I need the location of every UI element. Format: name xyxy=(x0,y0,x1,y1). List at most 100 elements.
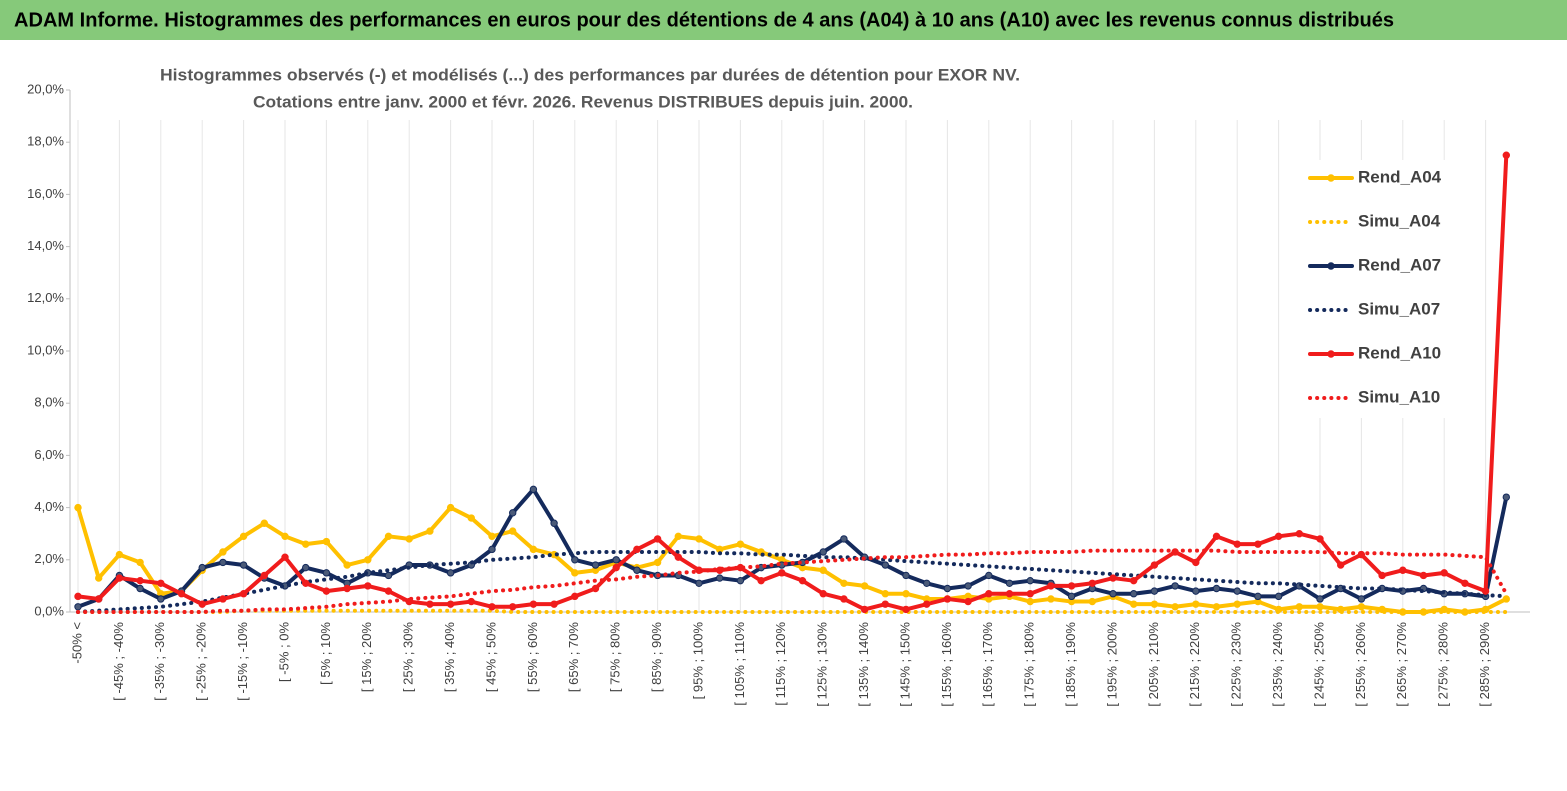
point xyxy=(198,563,206,572)
x-tick-label: [ 155% ; 160% xyxy=(939,622,954,707)
point xyxy=(281,532,289,541)
point xyxy=(612,556,620,564)
point xyxy=(964,582,972,590)
point xyxy=(1150,561,1159,569)
point xyxy=(881,561,889,569)
point xyxy=(633,545,641,554)
point xyxy=(633,566,641,574)
point xyxy=(74,603,82,611)
point xyxy=(985,590,993,598)
point xyxy=(219,548,227,556)
point xyxy=(1171,582,1179,590)
point xyxy=(384,587,393,595)
point xyxy=(239,590,248,598)
point xyxy=(571,592,579,601)
point xyxy=(1316,595,1324,603)
point xyxy=(529,545,538,554)
point xyxy=(74,503,82,512)
point xyxy=(115,550,124,559)
y-tick-label: 0,0% xyxy=(34,603,64,618)
y-tick-label: 4,0% xyxy=(34,499,64,514)
x-tick-label: [ -15% ; -10% xyxy=(235,622,250,701)
point xyxy=(405,535,413,543)
point xyxy=(840,595,848,603)
header-bar xyxy=(0,0,1567,40)
legend-label: Simu_A10 xyxy=(1358,387,1440,406)
x-tick-label: [ 145% ; 150% xyxy=(897,622,912,707)
point xyxy=(1233,540,1241,548)
point xyxy=(550,600,558,608)
point xyxy=(902,605,910,614)
point xyxy=(695,579,703,587)
x-tick-label: [ 275% ; 280% xyxy=(1436,622,1451,707)
point xyxy=(840,579,848,587)
y-tick-label: 8,0% xyxy=(34,395,64,410)
point xyxy=(488,603,496,611)
point xyxy=(509,509,517,517)
point xyxy=(1212,584,1221,593)
header-title: ADAM Informe. Histogrammes des performan… xyxy=(14,9,1394,31)
point xyxy=(384,571,393,580)
point xyxy=(1378,571,1386,580)
legend-marker xyxy=(1327,350,1335,358)
plot: -50% < [ -45% ; -40% [ -35% ; -30% [ -25% ;… xyxy=(27,81,1530,707)
point xyxy=(1316,603,1324,611)
legend-label: Simu_A07 xyxy=(1358,299,1440,318)
point xyxy=(1192,558,1200,567)
point xyxy=(1295,603,1304,611)
point xyxy=(74,592,82,601)
point xyxy=(467,514,475,522)
point xyxy=(529,485,538,494)
point xyxy=(446,600,455,608)
point xyxy=(1440,569,1448,577)
point xyxy=(1212,603,1221,611)
point xyxy=(860,582,869,590)
point xyxy=(95,595,103,603)
x-tick-label: [ 235% ; 240% xyxy=(1270,622,1285,707)
point xyxy=(198,600,206,608)
x-tick-label: [ -5% ; 0% xyxy=(276,622,291,682)
point xyxy=(1502,151,1511,159)
x-tick-label: [ 105% ; 110% xyxy=(732,622,747,706)
point xyxy=(923,600,931,608)
legend-marker xyxy=(1327,174,1335,182)
legend-label: Rend_A04 xyxy=(1358,167,1442,186)
x-tick-label: [ 85% ; 90% xyxy=(649,622,664,693)
point xyxy=(1150,600,1159,608)
point xyxy=(488,532,496,541)
point xyxy=(115,574,124,582)
point xyxy=(819,590,827,598)
point xyxy=(881,600,889,608)
point xyxy=(1047,595,1055,603)
point xyxy=(1502,595,1511,603)
point xyxy=(1109,590,1117,598)
point xyxy=(1171,603,1179,611)
point xyxy=(157,579,165,587)
point xyxy=(260,571,268,580)
point xyxy=(239,532,248,541)
x-tick-label: -50% < xyxy=(69,622,84,664)
legend-marker xyxy=(1327,262,1335,270)
point xyxy=(260,519,268,527)
point xyxy=(1192,600,1200,608)
point xyxy=(509,527,517,535)
x-tick-label: [ 195% ; 200% xyxy=(1104,622,1119,707)
x-tick-label: [ 165% ; 170% xyxy=(980,622,995,707)
point xyxy=(302,540,310,548)
x-tick-label: [ 175% ; 180% xyxy=(1022,622,1037,707)
point xyxy=(571,569,579,577)
point xyxy=(426,600,434,608)
point xyxy=(1130,590,1138,598)
y-tick-label: 2,0% xyxy=(34,551,64,566)
point xyxy=(322,569,331,577)
x-tick-label: [ 95% ; 100% xyxy=(690,622,705,700)
point xyxy=(1254,592,1262,601)
point xyxy=(136,558,144,567)
point xyxy=(1254,540,1262,548)
point xyxy=(426,527,434,535)
x-tick-label: [ 75% ; 80% xyxy=(608,622,623,693)
x-tick-label: [ 45% ; 50% xyxy=(483,622,498,693)
y-tick-label: 14,0% xyxy=(27,238,64,253)
x-tick-label: [ 125% ; 130% xyxy=(815,622,830,707)
point xyxy=(1005,590,1014,598)
